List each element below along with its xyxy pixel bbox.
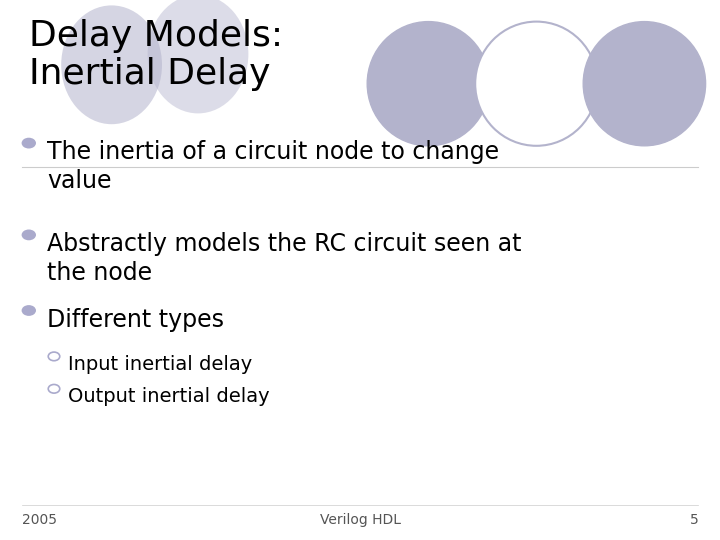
Ellipse shape: [475, 22, 598, 146]
Text: 5: 5: [690, 513, 698, 527]
Ellipse shape: [583, 22, 706, 146]
Text: Output inertial delay: Output inertial delay: [68, 387, 270, 406]
Text: The inertia of a circuit node to change
value: The inertia of a circuit node to change …: [47, 140, 499, 193]
Circle shape: [22, 305, 36, 316]
Ellipse shape: [148, 0, 248, 113]
Circle shape: [22, 138, 36, 148]
Circle shape: [22, 230, 36, 240]
Text: Abstractly models the RC circuit seen at
the node: Abstractly models the RC circuit seen at…: [47, 232, 521, 285]
Text: 2005: 2005: [22, 513, 57, 527]
Text: Verilog HDL: Verilog HDL: [320, 513, 400, 527]
Ellipse shape: [61, 5, 162, 124]
Ellipse shape: [367, 22, 490, 146]
Text: Input inertial delay: Input inertial delay: [68, 355, 253, 374]
Text: Delay Models:
Inertial Delay: Delay Models: Inertial Delay: [29, 19, 283, 91]
Text: Different types: Different types: [47, 308, 224, 332]
